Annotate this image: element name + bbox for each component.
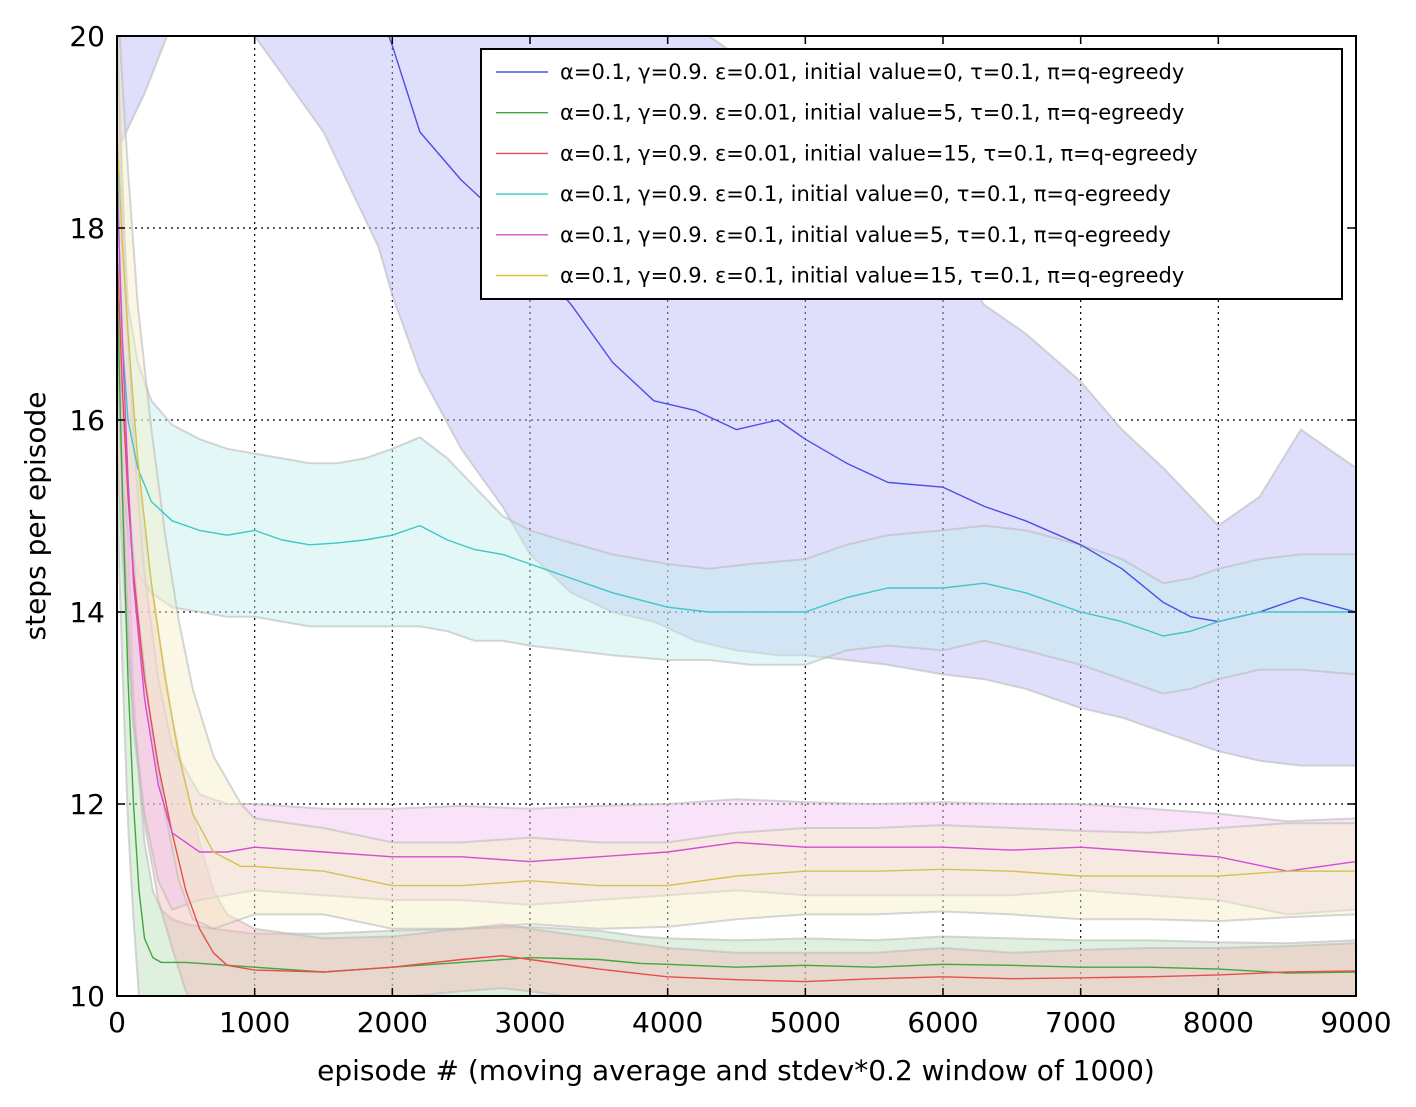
x-tick-label: 5000 bbox=[770, 1006, 841, 1039]
y-tick-label: 20 bbox=[69, 20, 105, 53]
series-lines bbox=[117, 36, 1356, 983]
y-tick-label: 10 bbox=[69, 980, 105, 1013]
x-tick-label: 3000 bbox=[494, 1006, 565, 1039]
legend-entry-6: α=0.1, γ=0.9. ε=0.1, initial value=15, τ… bbox=[560, 264, 1184, 288]
y-tick-label: 14 bbox=[69, 596, 105, 629]
plot-frame bbox=[116, 35, 1357, 997]
stdev-band-series-2 bbox=[117, 55, 1356, 996]
legend-entry-4: α=0.1, γ=0.9. ε=0.1, initial value=0, τ=… bbox=[560, 182, 1171, 206]
x-tick-label: 9000 bbox=[1320, 1006, 1391, 1039]
legend: α=0.1, γ=0.9. ε=0.01, initial value=0, τ… bbox=[480, 48, 1343, 300]
x-tick-label: 2000 bbox=[357, 1006, 428, 1039]
legend-entry-2: α=0.1, γ=0.9. ε=0.01, initial value=5, τ… bbox=[560, 101, 1184, 125]
x-tick-label: 1000 bbox=[219, 1006, 290, 1039]
series-line-1 bbox=[388, 36, 1356, 623]
series-line-2 bbox=[117, 275, 1356, 974]
series-line-4 bbox=[117, 131, 1356, 637]
legend-entry-1: α=0.1, γ=0.9. ε=0.01, initial value=0, τ… bbox=[560, 60, 1184, 84]
gridlines bbox=[117, 36, 1356, 996]
x-tick-label: 0 bbox=[108, 1006, 126, 1039]
x-tick-label: 8000 bbox=[1183, 1006, 1254, 1039]
series-line-5 bbox=[117, 179, 1356, 872]
x-tick-label: 4000 bbox=[632, 1006, 703, 1039]
x-tick-labels: 0 1000 2000 3000 4000 5000 6000 7000 8000 9000 bbox=[108, 1006, 1392, 1039]
legend-box bbox=[480, 48, 1343, 300]
legend-entry-3: α=0.1, γ=0.9. ε=0.01, initial value=15, … bbox=[560, 141, 1198, 165]
axis-ticks bbox=[116, 35, 1357, 997]
x-axis-title: episode # (moving average and stdev*0.2 … bbox=[317, 1054, 1155, 1087]
stdev-band-series-3 bbox=[117, 36, 1356, 996]
y-tick-label: 12 bbox=[69, 788, 105, 821]
legend-entry-5: α=0.1, γ=0.9. ε=0.1, initial value=5, τ=… bbox=[560, 223, 1171, 247]
y-tick-label: 16 bbox=[69, 404, 105, 437]
stdev-band-series-6 bbox=[117, 36, 1356, 930]
x-tick-label: 6000 bbox=[907, 1006, 978, 1039]
y-tick-labels: 10 12 14 16 18 20 bbox=[69, 20, 105, 1013]
y-axis-title: steps per episode bbox=[19, 392, 52, 641]
y-tick-label: 18 bbox=[69, 212, 105, 245]
x-tick-label: 7000 bbox=[1045, 1006, 1116, 1039]
series-line-6 bbox=[117, 131, 1356, 887]
series-line-3 bbox=[117, 247, 1356, 983]
stdev-band-series-1 bbox=[117, 36, 1356, 767]
